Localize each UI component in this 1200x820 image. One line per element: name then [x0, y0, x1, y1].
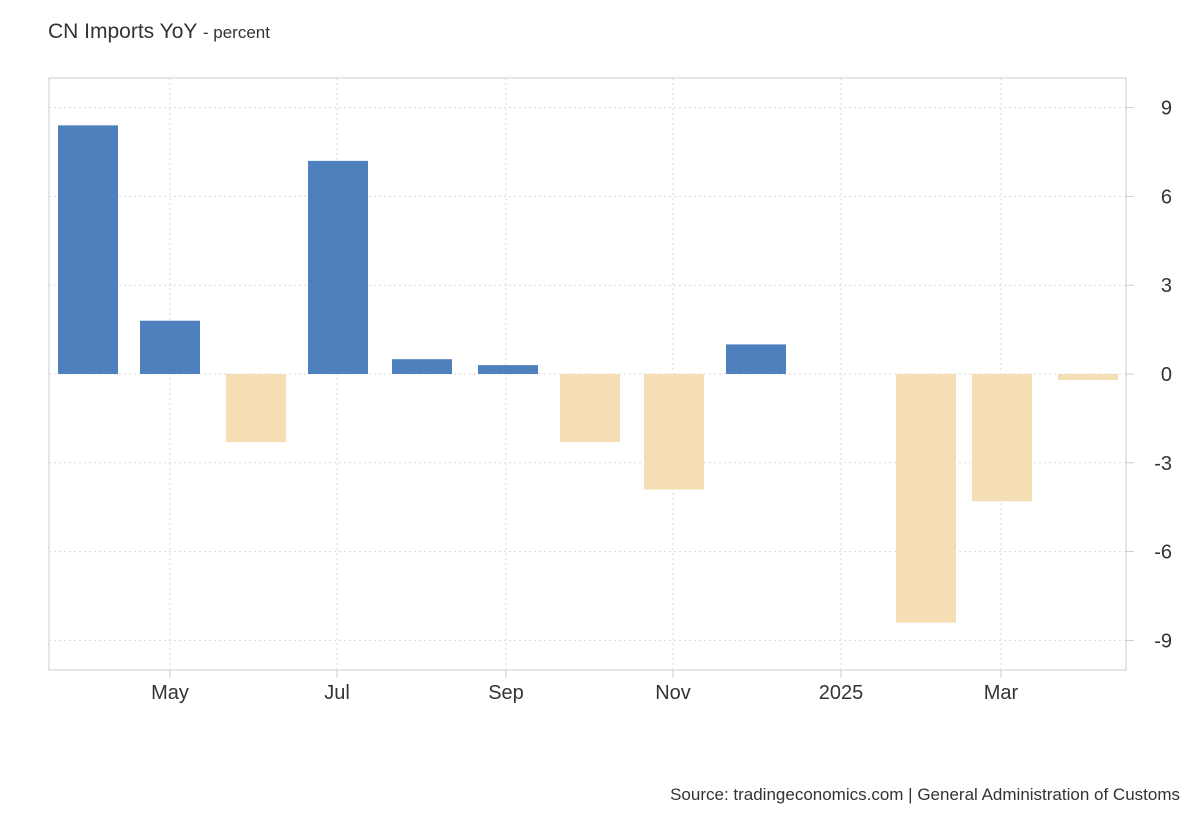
bar: [58, 125, 118, 374]
x-tick-label: 2025: [819, 682, 864, 704]
chart-subtitle: - percent: [202, 23, 270, 42]
bar: [392, 359, 452, 374]
bar: [726, 344, 786, 374]
bar: [226, 374, 286, 443]
bar: [308, 160, 368, 374]
y-tick-label: -3: [1154, 453, 1172, 475]
x-tick-label: May: [151, 682, 189, 704]
bar: [478, 365, 538, 374]
y-tick-label: -9: [1154, 630, 1172, 652]
x-tick-label: Jul: [324, 682, 350, 704]
bar: [140, 320, 200, 374]
chart-title-text: CN Imports YoY: [48, 20, 198, 43]
x-tick-label: Sep: [488, 682, 524, 704]
source-note: Source: tradingeconomics.com | General A…: [670, 785, 1180, 804]
bar: [560, 374, 620, 443]
bar: [972, 374, 1032, 502]
bar-chart: 9 6 3 0 -3 -6 -9 May Jul Sep Nov 2025 Mar: [48, 77, 1172, 704]
x-tick-label: Mar: [984, 682, 1019, 704]
y-tick-label: 6: [1161, 186, 1172, 208]
label-layer: 9 6 3 0 -3 -6 -9 May Jul Sep Nov 2025 Mar: [151, 98, 1172, 704]
y-tick-label: 3: [1161, 275, 1172, 297]
axis-layer: [169, 107, 1134, 678]
y-tick-label: -6: [1154, 542, 1172, 564]
y-tick-label: 9: [1161, 98, 1172, 120]
chart-title: CN Imports YoY - percent: [48, 20, 270, 44]
x-tick-label: Nov: [655, 682, 691, 704]
bar: [644, 374, 704, 490]
bar: [896, 374, 956, 623]
bar: [1058, 374, 1118, 380]
bar-layer: [58, 125, 1118, 623]
y-tick-label: 0: [1161, 364, 1172, 386]
